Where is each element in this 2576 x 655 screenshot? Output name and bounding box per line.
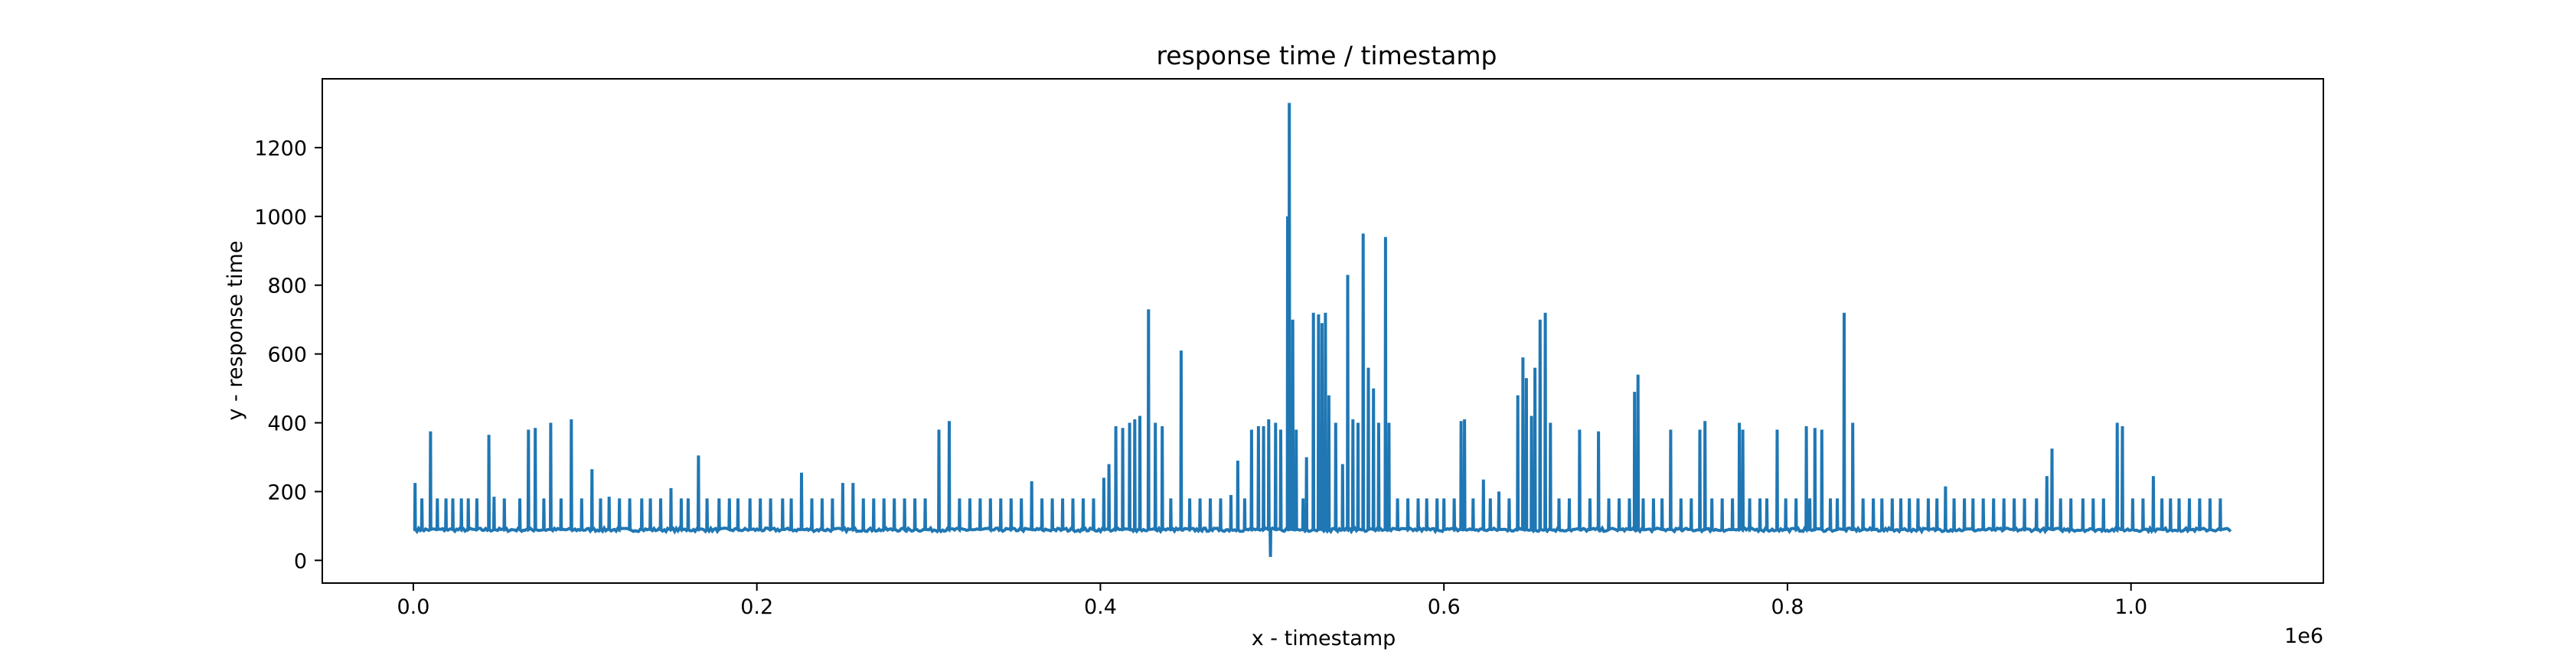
x-tick-label: 1.0 <box>2114 595 2147 619</box>
y-tick-label: 1200 <box>254 137 307 161</box>
x-axis: 0.0 0.2 0.4 0.6 0.8 1.0 <box>397 583 2147 619</box>
y-tick-label: 400 <box>267 412 307 436</box>
chart-title: response time / timestamp <box>1156 41 1497 70</box>
y-tick-label: 800 <box>267 275 307 298</box>
x-axis-label: x - timestamp <box>1252 627 1396 650</box>
x-tick-label: 0.6 <box>1428 595 1461 619</box>
axes-frame <box>322 78 2324 584</box>
x-tick-label: 0.8 <box>1771 595 1804 619</box>
y-axis: 0 200 400 600 800 1000 1200 <box>254 137 322 573</box>
x-tick-label: 0.4 <box>1084 595 1117 619</box>
x-tick-label: 0.2 <box>740 595 773 619</box>
y-tick-label: 0 <box>294 549 307 573</box>
y-tick-label: 200 <box>267 481 307 504</box>
response-time-series-line <box>413 103 2232 557</box>
y-tick-label: 1000 <box>254 206 307 230</box>
x-tick-label: 0.0 <box>397 595 429 619</box>
x-axis-offset-label: 1e6 <box>2284 624 2323 648</box>
y-tick-label: 600 <box>267 344 307 367</box>
y-axis-label: y - response time <box>224 240 247 420</box>
plot-area <box>413 103 2232 557</box>
